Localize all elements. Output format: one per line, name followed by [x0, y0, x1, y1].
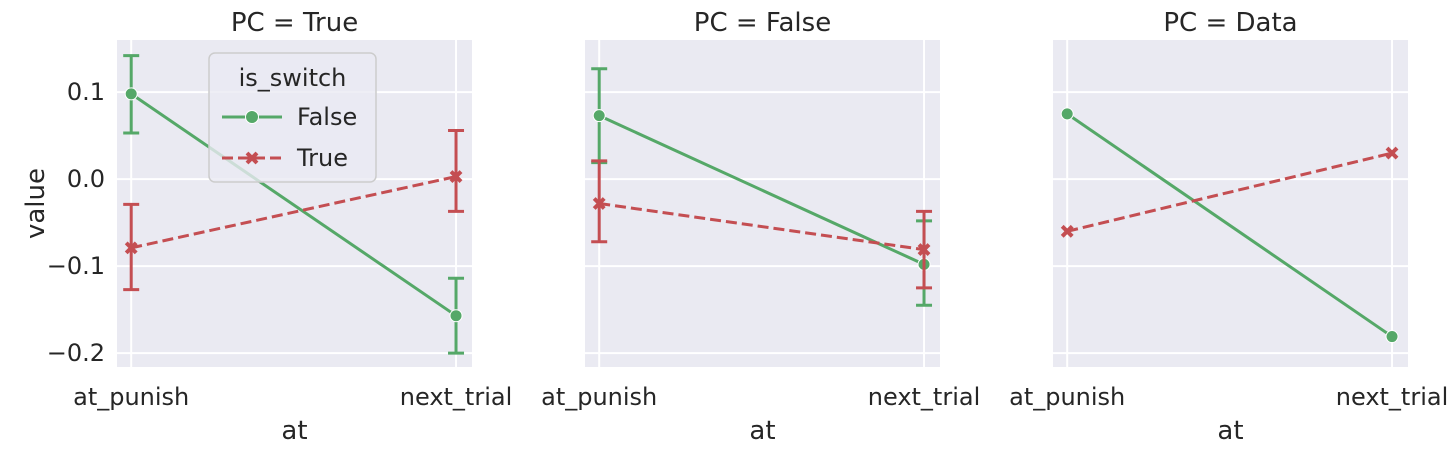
series-line — [130, 92, 457, 317]
x-axis-label: at — [1217, 416, 1243, 446]
data-point — [124, 241, 138, 255]
y-axis-label: value — [21, 168, 51, 239]
legend-label: True — [296, 144, 348, 172]
panel-title: PC = False — [694, 8, 831, 38]
series-true — [1060, 146, 1399, 238]
data-point — [917, 243, 931, 257]
data-point — [1060, 107, 1074, 121]
series-false — [123, 54, 465, 355]
series-true — [591, 159, 933, 290]
series-false — [1060, 107, 1399, 344]
x-tick-label: at_punish — [73, 383, 189, 411]
y-tick-label: 0.0 — [67, 165, 105, 193]
series-true — [123, 128, 465, 292]
data-point — [592, 109, 606, 123]
panel-background — [585, 40, 940, 367]
x-axis-label: at — [281, 416, 307, 446]
y-tick-label: −0.1 — [47, 252, 105, 280]
series-line — [1066, 112, 1393, 338]
series-false — [591, 67, 933, 307]
data-point — [1060, 224, 1074, 238]
series-line — [130, 175, 457, 250]
panel-title: PC = True — [231, 8, 358, 38]
legend-label: False — [297, 103, 357, 131]
series-line — [598, 114, 925, 266]
data-point — [1385, 146, 1399, 160]
legend-marker — [245, 151, 259, 165]
x-tick-label: next_trial — [1336, 383, 1449, 411]
x-axis-label: at — [749, 416, 775, 446]
legend: is_switch False True — [208, 52, 377, 183]
data-point — [449, 309, 463, 323]
x-tick-label: next_trial — [868, 383, 981, 411]
x-tick-label: next_trial — [400, 383, 513, 411]
series-line — [598, 202, 925, 252]
legend-title: is_switch — [239, 64, 347, 92]
legend-marker — [245, 110, 259, 124]
y-tick-label: 0.1 — [67, 78, 105, 106]
legend-box — [208, 52, 377, 183]
series-line — [1066, 151, 1393, 233]
panel-title: PC = Data — [1163, 8, 1297, 38]
data-point — [592, 197, 606, 210]
data-point — [124, 87, 138, 101]
data-point — [1385, 330, 1399, 344]
y-tick-label: −0.2 — [47, 339, 105, 367]
x-tick-label: at_punish — [1009, 383, 1125, 411]
x-tick-label: at_punish — [541, 383, 657, 411]
data-point — [449, 170, 463, 183]
panel-background — [1053, 40, 1408, 367]
